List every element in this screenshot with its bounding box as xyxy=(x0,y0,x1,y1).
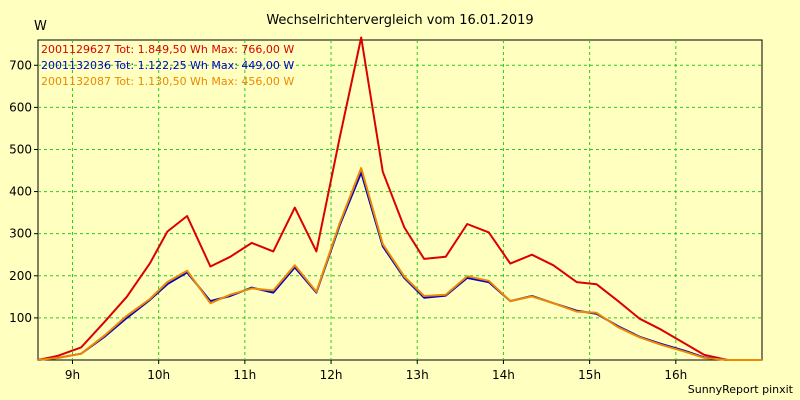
x-axis: 9h 10h 11h 12h 13h 14h 15h 16h xyxy=(65,360,687,382)
y-tick-label: 600 xyxy=(9,100,32,114)
legend-entry-2001129627: 2001129627 Tot: 1.849,50 Wh Max: 766,00 … xyxy=(41,43,294,56)
x-tick-label: 11h xyxy=(233,368,256,382)
legend-entry-2001132036: 2001132036 Tot: 1.122,25 Wh Max: 449,00 … xyxy=(41,59,294,72)
y-axis: 100 200 300 400 500 600 700 xyxy=(9,58,38,325)
x-tick-label: 9h xyxy=(65,368,80,382)
y-tick-label: 100 xyxy=(9,311,32,325)
y-axis-label: W xyxy=(34,19,47,34)
legend-entry-2001132087: 2001132087 Tot: 1.130,50 Wh Max: 456,00 … xyxy=(41,75,294,88)
y-tick-label: 200 xyxy=(9,269,32,283)
y-tick-label: 300 xyxy=(9,227,32,241)
x-tick-label: 10h xyxy=(147,368,170,382)
y-tick-label: 700 xyxy=(9,58,32,72)
series-lines xyxy=(37,36,762,361)
y-tick-label: 400 xyxy=(9,185,32,199)
plot-area xyxy=(37,39,763,361)
x-tick-label: 16h xyxy=(664,368,687,382)
series-line-2001129627 xyxy=(37,36,762,361)
y-tick-label: 500 xyxy=(9,142,32,156)
series-line-2001132087 xyxy=(37,167,762,361)
x-tick-label: 15h xyxy=(578,368,601,382)
x-tick-label: 13h xyxy=(406,368,429,382)
credit-text: SunnyReport pinxit xyxy=(688,383,794,396)
x-tick-label: 14h xyxy=(492,368,515,382)
x-tick-label: 12h xyxy=(320,368,343,382)
chart-title: Wechselrichtervergleich vom 16.01.2019 xyxy=(266,13,533,28)
grid xyxy=(38,40,762,360)
legend: 2001129627 Tot: 1.849,50 Wh Max: 766,00 … xyxy=(41,43,294,88)
